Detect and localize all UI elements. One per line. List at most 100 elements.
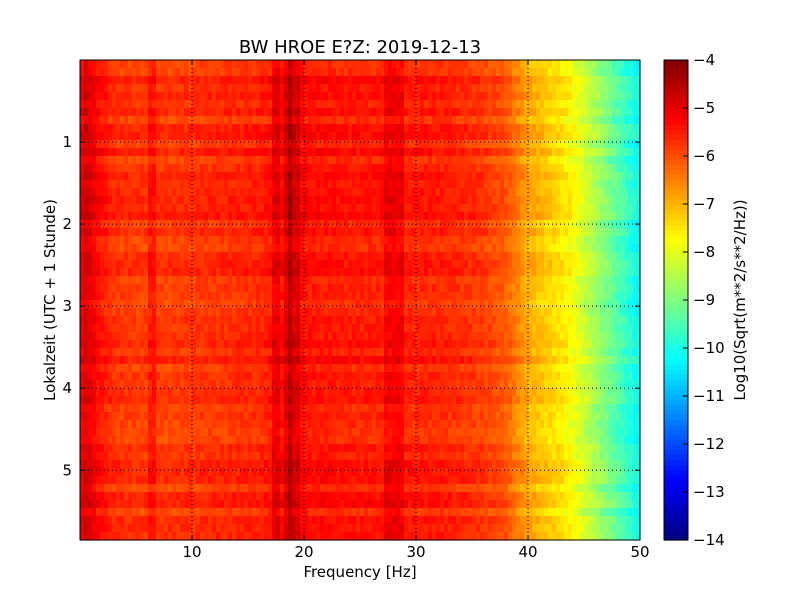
heatmap-cell	[396, 340, 401, 349]
heatmap-cell	[284, 284, 289, 293]
heatmap-cell	[540, 84, 545, 93]
heatmap-cell	[132, 148, 137, 157]
heatmap-cell	[392, 92, 397, 101]
heatmap-cell	[132, 76, 137, 85]
heatmap-cell	[272, 124, 277, 133]
heatmap-cell	[216, 220, 221, 229]
heatmap-cell	[632, 220, 637, 229]
heatmap-cell	[364, 100, 369, 109]
heatmap-cell	[160, 220, 165, 229]
heatmap-cell	[428, 340, 433, 349]
heatmap-cell	[376, 244, 381, 253]
heatmap-cell	[632, 68, 637, 77]
heatmap-cell	[400, 84, 405, 93]
heatmap-cell	[96, 276, 101, 285]
heatmap-cell	[596, 236, 601, 245]
heatmap-cell	[592, 68, 597, 77]
heatmap-cell	[548, 244, 553, 253]
heatmap-cell	[608, 252, 613, 261]
heatmap-cell	[108, 220, 113, 229]
heatmap-cell	[536, 188, 541, 197]
heatmap-cell	[576, 156, 581, 165]
heatmap-cell	[300, 116, 305, 125]
heatmap-cell	[384, 196, 389, 205]
heatmap-cell	[564, 308, 569, 317]
heatmap-cell	[608, 180, 613, 189]
heatmap-cell	[376, 340, 381, 349]
heatmap-cell	[340, 84, 345, 93]
heatmap-cell	[612, 332, 617, 341]
heatmap-cell	[300, 196, 305, 205]
heatmap-cell	[416, 180, 421, 189]
heatmap-cell	[400, 300, 405, 309]
heatmap-cell	[104, 132, 109, 141]
heatmap-cell	[84, 60, 89, 69]
heatmap-cell	[364, 228, 369, 237]
heatmap-cell	[220, 324, 225, 333]
heatmap-cell	[396, 92, 401, 101]
heatmap-cell	[568, 140, 573, 149]
heatmap-cell	[628, 60, 633, 69]
heatmap-cell	[532, 188, 537, 197]
heatmap-cell	[544, 332, 549, 341]
heatmap-cell	[184, 252, 189, 261]
heatmap-cell	[400, 220, 405, 229]
heatmap-cell	[312, 132, 317, 141]
heatmap-cell	[276, 68, 281, 77]
heatmap-cell	[544, 244, 549, 253]
heatmap-cell	[448, 324, 453, 333]
heatmap-cell	[476, 148, 481, 157]
heatmap-cell	[196, 332, 201, 341]
heatmap-cell	[240, 204, 245, 213]
heatmap-cell	[332, 340, 337, 349]
heatmap-cell	[480, 196, 485, 205]
heatmap-cell	[392, 308, 397, 317]
heatmap-cell	[192, 108, 197, 117]
heatmap-cell	[572, 228, 577, 237]
heatmap-cell	[584, 308, 589, 317]
heatmap-cell	[228, 140, 233, 149]
heatmap-cell	[460, 60, 465, 69]
heatmap-cell	[388, 188, 393, 197]
heatmap-cell	[568, 172, 573, 181]
heatmap-cell	[124, 284, 129, 293]
heatmap-cell	[144, 260, 149, 269]
heatmap-cell	[284, 228, 289, 237]
heatmap-cell	[292, 92, 297, 101]
heatmap-cell	[476, 316, 481, 325]
heatmap-cell	[532, 196, 537, 205]
heatmap-cell	[152, 132, 157, 141]
heatmap-cell	[632, 164, 637, 173]
heatmap-cell	[444, 220, 449, 229]
heatmap-cell	[376, 132, 381, 141]
heatmap-cell	[560, 308, 565, 317]
heatmap-cell	[292, 100, 297, 109]
heatmap-cell	[88, 180, 93, 189]
heatmap-cell	[544, 188, 549, 197]
heatmap-cell	[276, 324, 281, 333]
heatmap-cell	[160, 164, 165, 173]
heatmap-cell	[216, 324, 221, 333]
heatmap-cell	[368, 100, 373, 109]
heatmap-cell	[308, 292, 313, 301]
heatmap-cell	[220, 188, 225, 197]
heatmap-cell	[96, 116, 101, 125]
heatmap-cell	[92, 76, 97, 85]
heatmap-cell	[188, 268, 193, 277]
heatmap-cell	[180, 188, 185, 197]
heatmap-cell	[308, 76, 313, 85]
heatmap-cell	[420, 292, 425, 301]
heatmap-cell	[276, 60, 281, 69]
heatmap-cell	[80, 196, 85, 205]
heatmap-cell	[220, 204, 225, 213]
heatmap-cell	[616, 68, 621, 77]
heatmap-cell	[416, 84, 421, 93]
heatmap-cell	[536, 292, 541, 301]
heatmap-cell	[472, 292, 477, 301]
heatmap-cell	[116, 300, 121, 309]
heatmap-cell	[304, 188, 309, 197]
heatmap-cell	[572, 100, 577, 109]
heatmap-cell	[584, 68, 589, 77]
heatmap-cell	[112, 68, 117, 77]
heatmap-cell	[632, 100, 637, 109]
